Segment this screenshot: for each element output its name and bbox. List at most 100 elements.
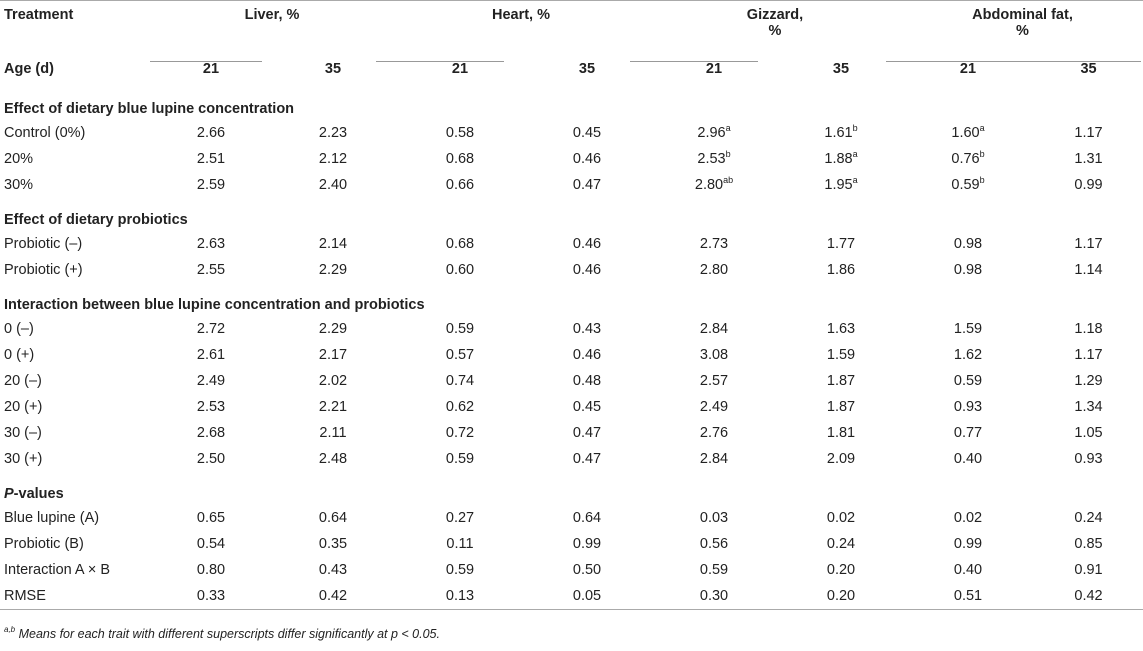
cell-value: 0.45 xyxy=(572,125,602,141)
cell-value: 2.09 xyxy=(826,451,856,467)
table-cell: 2.61 xyxy=(150,342,272,368)
cell-value: 1.17 xyxy=(1074,236,1103,252)
table-cell: 0.42 xyxy=(272,583,394,610)
table-cell: 2.12 xyxy=(272,146,394,172)
table-cell: 2.21 xyxy=(272,394,394,420)
cell-value: 1.86 xyxy=(826,262,856,278)
cell-value: 2.23 xyxy=(318,125,348,141)
cell-value: 2.55 xyxy=(196,262,226,278)
table-cell: 0.80 xyxy=(150,557,272,583)
table-cell: 0.47 xyxy=(526,172,648,198)
table-row: 20 (–) 2.49 2.02 0.74 0.48 2.57 1.87 0.59 1.29 xyxy=(0,368,1143,394)
cell-value: 0.40 xyxy=(953,451,983,467)
table-cell: 2.72 xyxy=(150,316,272,342)
section-probiotics-heading-row: Effect of dietary probiotics xyxy=(0,198,1143,231)
table-cell: 0.20 xyxy=(780,583,902,610)
row-label: RMSE xyxy=(0,583,150,610)
table-row: 30 (–) 2.68 2.11 0.72 0.47 2.76 1.81 0.77 1.05 xyxy=(0,420,1143,446)
cell-value: 0.24 xyxy=(1074,510,1103,526)
cell-value: 0.80 xyxy=(196,562,226,578)
table-cell: 2.66 xyxy=(150,120,272,146)
cell-value: 0.42 xyxy=(1074,588,1103,604)
table-cell: 0.98 xyxy=(902,231,1034,257)
cell-value: 0.43 xyxy=(572,321,602,337)
row-label: Probiotic (–) xyxy=(4,236,83,252)
row-label: 30 (–) xyxy=(4,425,42,441)
table-cell: 0.68 xyxy=(394,146,526,172)
table-cell: 2.49 xyxy=(150,368,272,394)
cell-value: 2.59 xyxy=(196,177,226,193)
section-interaction-heading-row: Interaction between blue lupine concentr… xyxy=(0,283,1143,316)
table-cell: 1.88a xyxy=(780,146,902,172)
section-heading: P-values xyxy=(0,472,1143,505)
abdominal-fat-header-line1: Abdominal fat, xyxy=(972,7,1073,23)
cell-value: 1.77 xyxy=(826,236,856,252)
cell-value: 0.42 xyxy=(318,588,348,604)
row-label: Control (0%) xyxy=(4,125,86,141)
gizzard-header: Gizzard,% xyxy=(648,0,902,51)
table-cell: 0.30 xyxy=(648,583,780,610)
table-cell: 0.20 xyxy=(780,557,902,583)
table-row: 20 (+) 2.53 2.21 0.62 0.45 2.49 1.87 0.93 1.34 xyxy=(0,394,1143,420)
table-cell: 1.29 xyxy=(1034,368,1143,394)
cell-value: 2.96 xyxy=(697,125,726,141)
section-heading: Effect of dietary probiotics xyxy=(4,212,188,228)
cell-value: 1.17 xyxy=(1074,347,1103,363)
table-cell: 2.11 xyxy=(272,420,394,446)
cell-value: 2.80 xyxy=(699,262,729,278)
heart-group-rule xyxy=(376,61,504,62)
cell-value: 0.43 xyxy=(318,562,348,578)
table-row: 0 (+) 2.61 2.17 0.57 0.46 3.08 1.59 1.62 1.17 xyxy=(0,342,1143,368)
significance-superscript: b xyxy=(979,149,985,159)
table-cell: 0.93 xyxy=(902,394,1034,420)
table-cell: 0.99 xyxy=(1034,172,1143,198)
table-cell: 0.42 xyxy=(1034,583,1143,610)
cell-value: 2.57 xyxy=(699,373,729,389)
age-cell: 21 xyxy=(959,61,977,77)
cell-value: 2.63 xyxy=(196,236,226,252)
table-row: 30 (+) 2.50 2.48 0.59 0.47 2.84 2.09 0.40 0.93 xyxy=(0,446,1143,472)
table-cell: 2.76 xyxy=(648,420,780,446)
cell-value: 0.48 xyxy=(572,373,602,389)
cell-value: 0.68 xyxy=(445,236,475,252)
section-heading: Effect of dietary blue lupine concentrat… xyxy=(4,101,295,117)
cell-value: 2.61 xyxy=(196,347,226,363)
cell-value: 1.88 xyxy=(824,151,853,167)
table-cell: 0.59 xyxy=(902,368,1034,394)
age-cell: 35 xyxy=(578,61,596,77)
table-cell: 2.48 xyxy=(272,446,394,472)
cell-value: 2.76 xyxy=(699,425,729,441)
table-cell: 1.59 xyxy=(902,316,1034,342)
cell-value: 0.98 xyxy=(953,236,983,252)
cell-value: 1.87 xyxy=(826,399,856,415)
table-cell: 1.31 xyxy=(1034,146,1143,172)
table-cell: 1.14 xyxy=(1034,257,1143,283)
table-cell: 0.03 xyxy=(648,505,780,531)
cell-value: 0.65 xyxy=(196,510,226,526)
table-cell: 0.74 xyxy=(394,368,526,394)
table-row: Probiotic (+) 2.55 2.29 0.60 0.46 2.80 1.86 0.9… xyxy=(0,257,1143,283)
table-cell: 1.17 xyxy=(1034,231,1143,257)
age-cell: 21 xyxy=(705,61,723,77)
cell-value: 3.08 xyxy=(699,347,729,363)
cell-value: 0.57 xyxy=(445,347,475,363)
cell-value: 2.48 xyxy=(318,451,348,467)
cell-value: 0.59 xyxy=(445,321,475,337)
table-cell: 0.85 xyxy=(1034,531,1143,557)
row-label: Blue lupine (A) xyxy=(4,510,100,526)
table-cell: 2.53 xyxy=(150,394,272,420)
table-cell: 1.59 xyxy=(780,342,902,368)
table-cell: 0.59 xyxy=(394,316,526,342)
cell-value: 0.76 xyxy=(951,151,980,167)
cell-value: 2.14 xyxy=(318,236,348,252)
cell-value: 0.11 xyxy=(446,536,474,552)
table-cell: 0.46 xyxy=(526,342,648,368)
table-cell: 0.24 xyxy=(1034,505,1143,531)
table-cell: 0.40 xyxy=(902,557,1034,583)
table-cell: 2.59 xyxy=(150,172,272,198)
table-cell: 0.54 xyxy=(150,531,272,557)
table-row: Interaction A × B 0.80 0.43 0.59 0.50 0.59 0.2… xyxy=(0,557,1143,583)
cell-value: 0.56 xyxy=(699,536,729,552)
gizzard-group-rule xyxy=(630,61,758,62)
